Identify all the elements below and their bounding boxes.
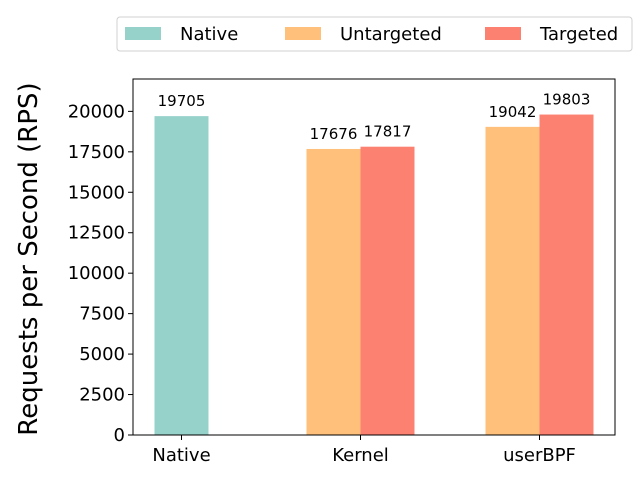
y-tick-label: 2500	[79, 385, 125, 406]
legend: Native Untargeted Targeted	[116, 16, 633, 52]
legend-swatch-targeted	[485, 27, 521, 40]
x-axis: Native Kernel userBPF	[152, 435, 576, 466]
x-tick-label: Native	[152, 445, 210, 466]
legend-swatch-untargeted	[285, 27, 321, 40]
legend-label-untargeted: Untargeted	[340, 24, 442, 45]
bars	[154, 114, 594, 436]
y-tick-label: 7500	[79, 304, 125, 325]
legend-swatch-native	[125, 27, 161, 40]
legend-box	[116, 16, 633, 52]
y-tick-label: 10000	[68, 263, 125, 284]
data-label: 19803	[543, 91, 591, 109]
legend-label-targeted: Targeted	[539, 24, 618, 45]
data-label: 17817	[364, 123, 412, 141]
legend-label-native: Native	[180, 24, 238, 45]
data-labels: 19705 17676 17817 19042 19803	[158, 91, 591, 143]
data-label: 17676	[310, 125, 358, 143]
y-tick-label: 0	[114, 425, 125, 446]
y-tick-label: 15000	[68, 182, 125, 203]
x-tick-label: Kernel	[332, 445, 389, 466]
data-label: 19705	[158, 92, 206, 110]
bar-untargeted-userbpf	[485, 126, 540, 436]
plot-frame	[132, 78, 616, 436]
data-label: 19042	[489, 103, 537, 121]
y-tick-label: 17500	[68, 142, 125, 163]
y-tick-label: 20000	[68, 101, 125, 122]
bar-native-native	[154, 116, 209, 436]
bar-targeted-kernel	[360, 146, 415, 436]
bar-untargeted-kernel	[306, 148, 361, 435]
y-tick-label: 5000	[79, 344, 125, 365]
y-axis-label: Requests per Second (RPS)	[14, 82, 44, 435]
y-tick-label: 12500	[68, 223, 125, 244]
x-tick-label: userBPF	[503, 445, 576, 466]
bar-targeted-userbpf	[539, 114, 594, 435]
y-axis: 0 2500 5000 7500 10000 12500 15000 17500 20000	[68, 101, 133, 446]
